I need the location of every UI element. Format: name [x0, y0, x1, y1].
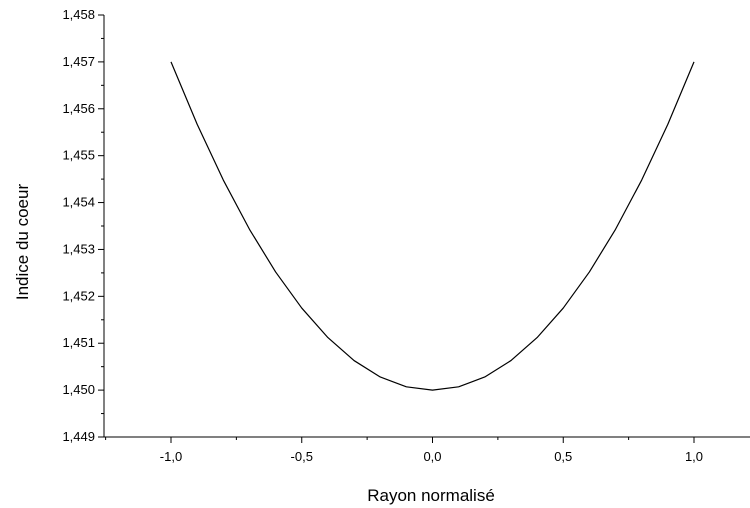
x-tick-label: -0,5: [291, 449, 313, 464]
y-tick-label: 1,454: [62, 195, 95, 210]
x-axis-title: Rayon normalisé: [367, 486, 495, 505]
y-tick-label: 1,450: [62, 382, 95, 397]
x-tick-label: 0,0: [423, 449, 441, 464]
series: [171, 62, 694, 390]
y-axis-title: Indice du coeur: [13, 184, 32, 301]
x-tick-label: -1,0: [160, 449, 182, 464]
y-tick-label: 1,449: [62, 429, 95, 444]
x-tick-label: 0,5: [554, 449, 572, 464]
series-line: [171, 62, 694, 390]
y-tick-label: 1,456: [62, 101, 95, 116]
y-tick-label: 1,451: [62, 335, 95, 350]
y-tick-label: 1,458: [62, 7, 95, 22]
y-tick-label: 1,457: [62, 54, 95, 69]
axes: [104, 15, 750, 437]
y-tick-label: 1,452: [62, 288, 95, 303]
ticks: 1,449 1,450 1,451 1,452 1,453 1,454 1,455 1,456…: [62, 7, 703, 464]
y-tick-label: 1,455: [62, 148, 95, 163]
y-tick-label: 1,453: [62, 241, 95, 256]
x-tick-label: 1,0: [685, 449, 703, 464]
